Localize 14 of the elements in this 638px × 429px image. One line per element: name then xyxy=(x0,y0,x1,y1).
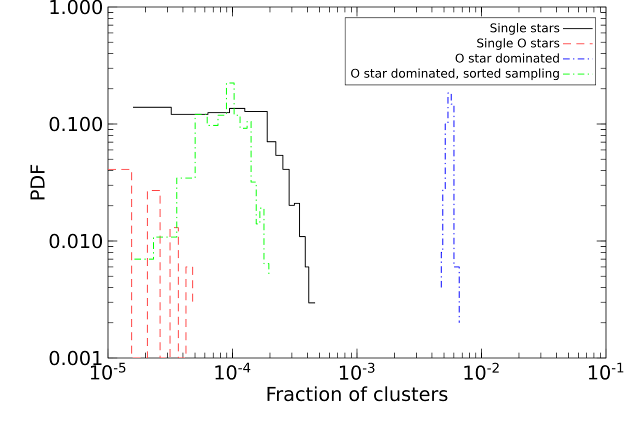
x-tick-label: 10$^{-2}$ xyxy=(464,362,499,380)
legend-label: Single O stars xyxy=(477,38,560,50)
x-tick-label: 10$^{-4}$ xyxy=(215,362,250,380)
y-axis-title: PDF xyxy=(30,164,44,200)
x-axis-title: Fraction of clusters xyxy=(268,386,448,402)
legend-label: Single stars xyxy=(490,23,560,35)
x-tick-label: 10$^{-1}$ xyxy=(588,362,624,380)
y-tick-label: 1.000 xyxy=(50,0,102,14)
legend-label: O star dominated xyxy=(456,53,559,63)
legend-label: O star dominated, sorted sampling xyxy=(351,68,559,80)
y-tick-label: 0.100 xyxy=(50,116,102,132)
y-tick-label: 0.001 xyxy=(50,350,102,366)
x-tick-label: 10$^{-3}$ xyxy=(340,362,374,380)
y-tick-label: 0.010 xyxy=(50,234,102,248)
